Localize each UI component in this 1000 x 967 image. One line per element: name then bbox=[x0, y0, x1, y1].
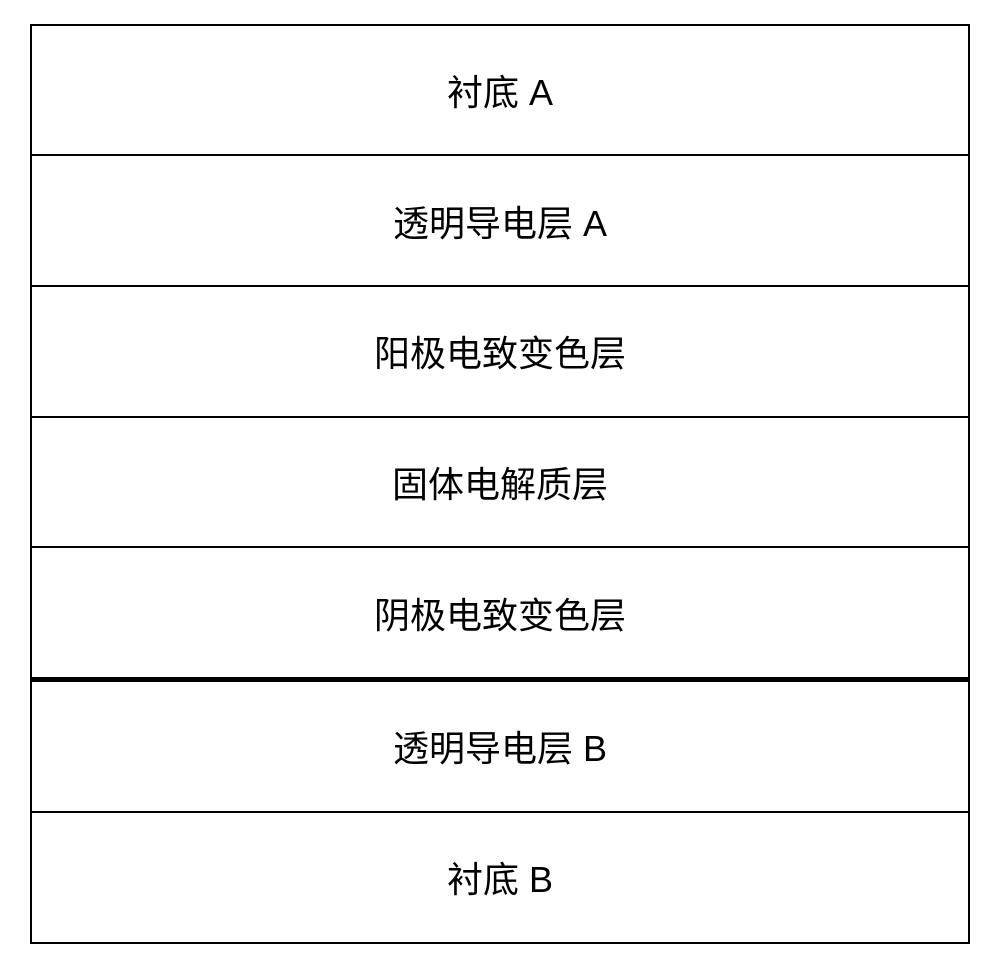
layer-label: 阴极电致变色层 bbox=[374, 587, 626, 639]
layer-label: 固体电解质层 bbox=[392, 456, 608, 508]
layer-row: 衬底 B bbox=[30, 813, 970, 944]
layer-row: 阳极电致变色层 bbox=[30, 287, 970, 418]
layer-row: 固体电解质层 bbox=[30, 418, 970, 549]
layer-row: 透明导电层 B bbox=[30, 679, 970, 813]
layer-row: 透明导电层 A bbox=[30, 156, 970, 287]
layer-label: 衬底 B bbox=[447, 851, 553, 903]
layer-label: 衬底 A bbox=[447, 64, 553, 116]
layer-label: 阳极电致变色层 bbox=[374, 325, 626, 377]
layer-row: 衬底 A bbox=[30, 24, 970, 157]
layer-stack-diagram: 衬底 A 透明导电层 A 阳极电致变色层 固体电解质层 阴极电致变色层 透明导电… bbox=[30, 24, 970, 944]
layer-row: 阴极电致变色层 bbox=[30, 548, 970, 679]
layer-label: 透明导电层 B bbox=[393, 720, 607, 772]
layer-label: 透明导电层 A bbox=[393, 195, 607, 247]
